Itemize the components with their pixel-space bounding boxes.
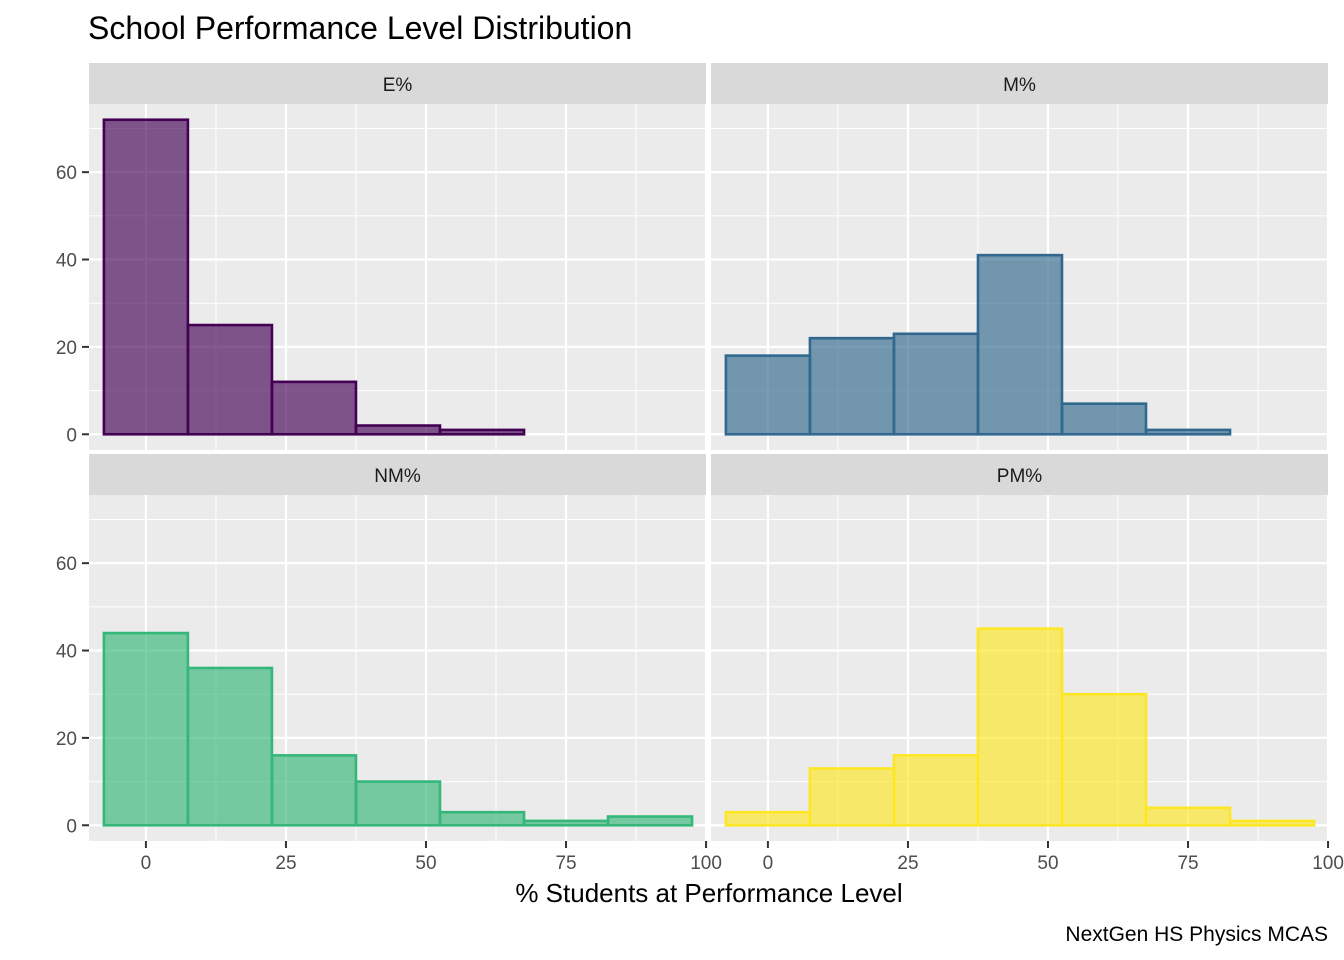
histogram-bar xyxy=(1144,806,1232,827)
histogram-bar xyxy=(892,754,980,827)
histogram-bar xyxy=(808,767,896,827)
histogram-bar xyxy=(724,810,812,827)
histogram-bar xyxy=(1228,819,1316,827)
y-tick-label: 20 xyxy=(56,338,77,359)
histogram-bar xyxy=(354,424,442,436)
x-tick-label: 0 xyxy=(141,853,152,874)
y-tick-label: 40 xyxy=(56,642,77,663)
facet-panel-e: E% 0 20 40 60 xyxy=(56,63,708,450)
histogram-bar xyxy=(354,780,442,827)
histogram-bar xyxy=(976,253,1064,436)
facet-strip xyxy=(711,454,1328,495)
facet-strip xyxy=(711,63,1328,104)
facet-strip xyxy=(89,454,706,495)
x-tick-label: 50 xyxy=(415,853,436,874)
histogram-bar xyxy=(976,627,1064,827)
y-tick-label: 20 xyxy=(56,729,77,750)
facet-strip-label: M% xyxy=(1003,75,1036,96)
histogram-bar xyxy=(808,336,896,436)
chart-caption: NextGen HS Physics MCAS xyxy=(1065,923,1328,946)
x-tick-label: 75 xyxy=(555,853,576,874)
facet-panel-m: M% xyxy=(711,63,1330,450)
facet-strip-label: NM% xyxy=(374,466,421,487)
histogram-bar xyxy=(438,428,526,436)
histogram-bar xyxy=(606,815,694,827)
facet-strip-label: E% xyxy=(383,75,413,96)
x-tick-label: 50 xyxy=(1037,853,1058,874)
y-tick-label: 0 xyxy=(66,425,77,446)
y-tick-label: 40 xyxy=(56,251,77,272)
histogram-bar xyxy=(438,810,526,827)
histogram-bar xyxy=(270,754,358,827)
chart-title: School Performance Level Distribution xyxy=(88,10,632,46)
y-tick-label: 60 xyxy=(56,554,77,575)
x-tick-label: 0 xyxy=(763,853,774,874)
histogram-bar xyxy=(892,332,980,436)
histogram-bar xyxy=(724,354,812,436)
histogram-bar xyxy=(1144,428,1232,436)
histogram-bar xyxy=(186,323,274,436)
x-axis-title: % Students at Performance Level xyxy=(515,878,902,908)
y-tick-label: 0 xyxy=(66,816,77,837)
x-tick-label: 100 xyxy=(690,853,722,874)
y-tick-label: 60 xyxy=(56,163,77,184)
histogram-bar xyxy=(522,819,610,827)
histogram-bar xyxy=(270,380,358,436)
x-tick-label: 25 xyxy=(897,853,918,874)
histogram-bar xyxy=(1060,402,1148,436)
x-tick-label: 25 xyxy=(275,853,296,874)
facet-panels: E% 0 20 40 60 M% NM% 0 20 40 60 0 25 50 75 100 PM% 0 25 50 7… xyxy=(56,63,1344,874)
facet-panel-pm: PM% 0 25 50 75 100 xyxy=(711,454,1344,874)
facet-strip xyxy=(89,63,706,104)
histogram-bar xyxy=(102,631,190,827)
facet-panel-nm: NM% 0 20 40 60 0 25 50 75 100 xyxy=(56,454,722,874)
facet-strip-label: PM% xyxy=(997,466,1043,487)
x-tick-label: 100 xyxy=(1312,853,1344,874)
x-tick-label: 75 xyxy=(1177,853,1198,874)
histogram-bar xyxy=(1060,692,1148,827)
histogram-bar xyxy=(102,118,190,436)
histogram-bar xyxy=(186,666,274,827)
